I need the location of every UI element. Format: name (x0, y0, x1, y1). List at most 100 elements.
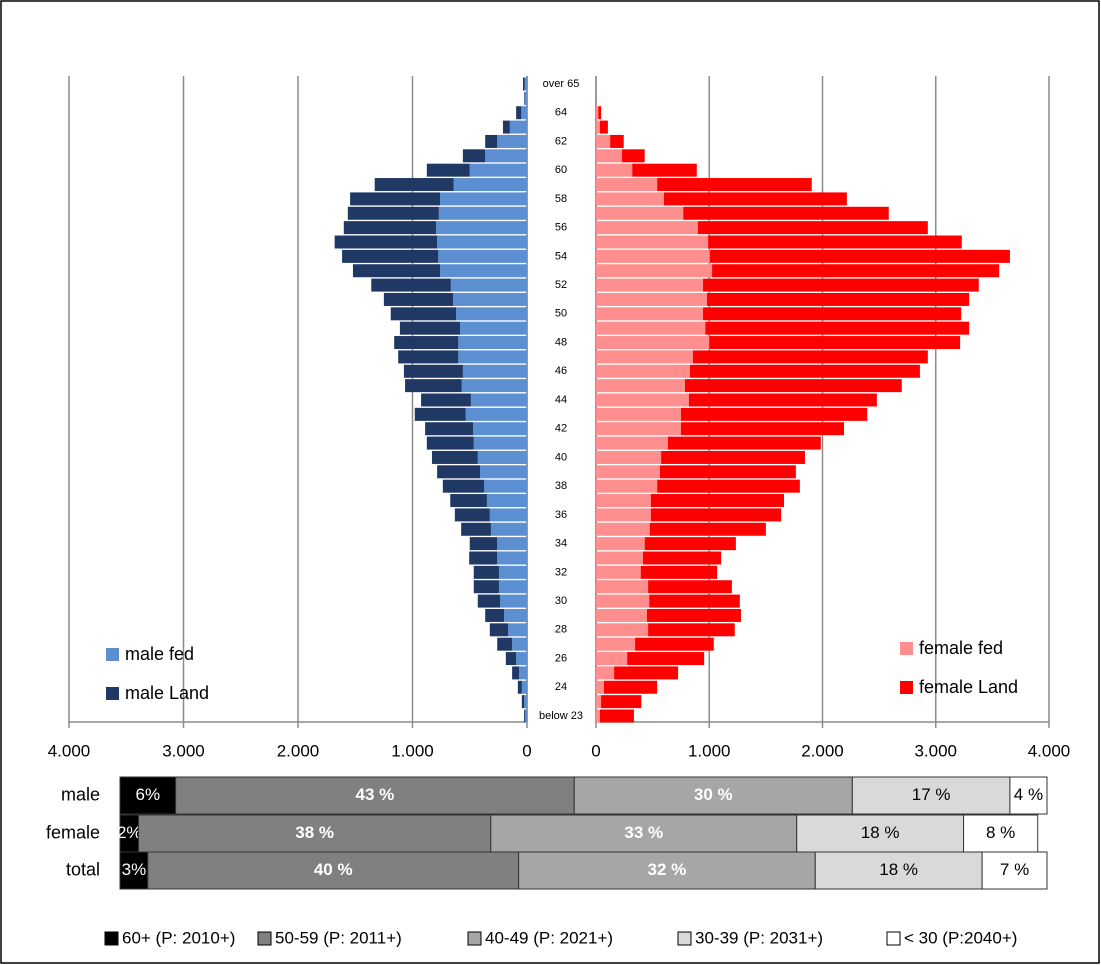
value-label: 30 % (694, 785, 733, 804)
bar (596, 580, 649, 594)
bar (425, 422, 474, 436)
age-label: 54 (555, 250, 567, 262)
bar (414, 407, 466, 421)
bar (708, 235, 962, 249)
legend-swatch (886, 931, 901, 946)
bar (394, 336, 459, 350)
legend-swatch (106, 687, 119, 700)
x-tick-label: 1.000 (391, 741, 434, 760)
bar (667, 436, 821, 450)
bar (596, 479, 658, 493)
bar (596, 666, 615, 680)
age-label: 26 (555, 652, 567, 664)
bar (500, 594, 527, 608)
bar (596, 149, 623, 163)
legend-label: 50-59 (P: 2011+) (275, 928, 402, 947)
bar (490, 522, 527, 536)
bar (431, 450, 478, 464)
value-label: 38 % (295, 823, 334, 842)
bar (709, 249, 1010, 263)
age-label: 50 (555, 308, 567, 320)
bar (596, 120, 600, 134)
bar (334, 235, 438, 249)
value-label: 6% (136, 785, 161, 804)
bar (524, 695, 527, 709)
bar (517, 680, 522, 694)
bar (473, 436, 527, 450)
bar (525, 709, 527, 723)
bar (596, 522, 650, 536)
bar (437, 465, 481, 479)
bar (650, 494, 784, 508)
bar (596, 407, 681, 421)
bar (521, 680, 527, 694)
bar (518, 666, 527, 680)
value-label: 33 % (624, 823, 663, 842)
bar (596, 652, 628, 666)
bar (453, 292, 527, 306)
bar (596, 235, 709, 249)
x-tick-label: 2.000 (277, 741, 320, 760)
bar (596, 321, 706, 335)
bar (343, 221, 436, 235)
bar (596, 465, 660, 479)
bar (456, 307, 527, 321)
bar-segment (119, 776, 177, 815)
age-label: 60 (555, 164, 567, 176)
bar (596, 364, 690, 378)
bar (403, 364, 463, 378)
bar (596, 565, 641, 579)
bar (596, 379, 685, 393)
category-label: total (66, 859, 100, 879)
bar (614, 666, 679, 680)
age-label: 56 (555, 222, 567, 234)
bar (603, 680, 658, 694)
bar (458, 350, 527, 364)
bar (596, 106, 599, 120)
bar-segment (981, 851, 1048, 890)
bar (684, 379, 902, 393)
bar (458, 336, 527, 350)
legend-label: female fed (919, 638, 1003, 658)
bar (350, 192, 440, 206)
age-label: over 65 (543, 78, 580, 90)
bar (524, 77, 527, 91)
age-label: 52 (555, 279, 567, 291)
bar (421, 393, 471, 407)
bar (601, 695, 642, 709)
age-label: 34 (555, 538, 567, 550)
bar (462, 149, 486, 163)
bar (383, 292, 454, 306)
bar-segment (963, 814, 1039, 853)
bar (390, 307, 457, 321)
x-tick-label: 4.000 (48, 741, 91, 760)
age-label: 42 (555, 423, 567, 435)
x-tick-label: 0 (591, 741, 600, 760)
x-tick-label: 1.000 (688, 741, 731, 760)
bar (524, 709, 526, 723)
x-tick-label: 3.000 (914, 741, 957, 760)
bar (399, 321, 461, 335)
bar (596, 450, 662, 464)
age-label: 58 (555, 193, 567, 205)
bar (692, 350, 928, 364)
bar (649, 594, 740, 608)
bar (596, 608, 647, 622)
bar (596, 637, 636, 651)
bar-segment (490, 814, 798, 853)
bar (486, 494, 527, 508)
bar (596, 163, 633, 177)
value-label: 32 % (648, 860, 687, 879)
bar (485, 149, 527, 163)
age-label: 40 (555, 451, 567, 463)
bar (524, 91, 525, 105)
bar (509, 120, 527, 134)
bar (596, 221, 698, 235)
bar (596, 494, 651, 508)
bar (524, 91, 527, 105)
bar (596, 134, 611, 148)
bar (489, 508, 527, 522)
bar (462, 364, 527, 378)
value-label: 7 % (1000, 860, 1029, 879)
